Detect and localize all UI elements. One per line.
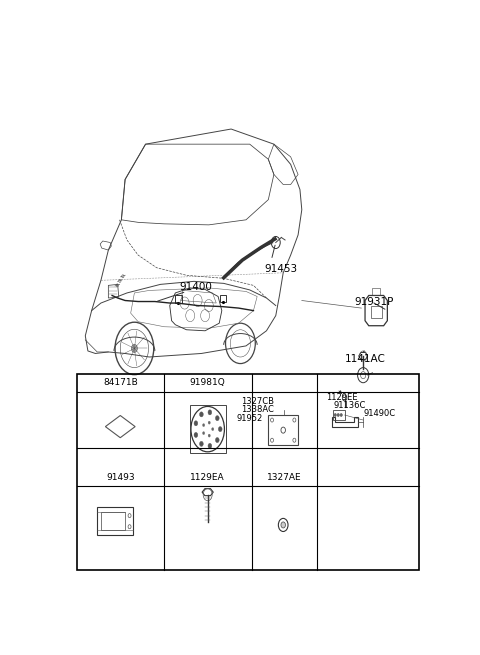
- Circle shape: [340, 413, 342, 417]
- Text: 91400: 91400: [180, 282, 212, 292]
- Circle shape: [337, 413, 339, 417]
- Bar: [371, 305, 382, 318]
- Bar: [77, 373, 419, 571]
- Circle shape: [208, 434, 210, 437]
- Text: 91931P: 91931P: [355, 297, 394, 307]
- Circle shape: [194, 432, 198, 438]
- Text: 91981Q: 91981Q: [190, 378, 226, 387]
- Bar: [101, 512, 125, 530]
- Circle shape: [208, 410, 212, 415]
- Bar: [97, 507, 132, 535]
- Text: 1129EE: 1129EE: [326, 393, 358, 402]
- Text: 1141AC: 1141AC: [345, 354, 385, 364]
- Circle shape: [200, 412, 203, 417]
- Text: 91952: 91952: [237, 414, 263, 423]
- Text: 1327AE: 1327AE: [266, 472, 301, 481]
- Bar: [268, 415, 298, 445]
- Circle shape: [203, 432, 205, 435]
- Text: 91136C: 91136C: [333, 401, 366, 410]
- Circle shape: [203, 424, 205, 426]
- Text: 91453: 91453: [265, 264, 298, 274]
- Bar: [190, 405, 226, 453]
- Circle shape: [200, 441, 203, 447]
- Bar: [220, 295, 226, 301]
- Circle shape: [212, 428, 214, 430]
- Text: 91493: 91493: [106, 472, 134, 481]
- Circle shape: [208, 443, 212, 449]
- Circle shape: [216, 416, 219, 421]
- Text: 91490C: 91490C: [363, 409, 395, 418]
- Circle shape: [334, 413, 336, 417]
- Text: 1338AC: 1338AC: [241, 405, 274, 415]
- Bar: [175, 295, 182, 303]
- Text: 84171B: 84171B: [103, 378, 138, 387]
- Circle shape: [218, 426, 222, 432]
- Circle shape: [281, 522, 286, 528]
- Circle shape: [194, 421, 198, 426]
- Circle shape: [208, 421, 210, 424]
- Bar: [334, 410, 345, 420]
- Circle shape: [132, 345, 137, 352]
- Circle shape: [216, 438, 219, 443]
- Text: 1327CB: 1327CB: [240, 397, 274, 406]
- Text: 1129EA: 1129EA: [191, 472, 225, 481]
